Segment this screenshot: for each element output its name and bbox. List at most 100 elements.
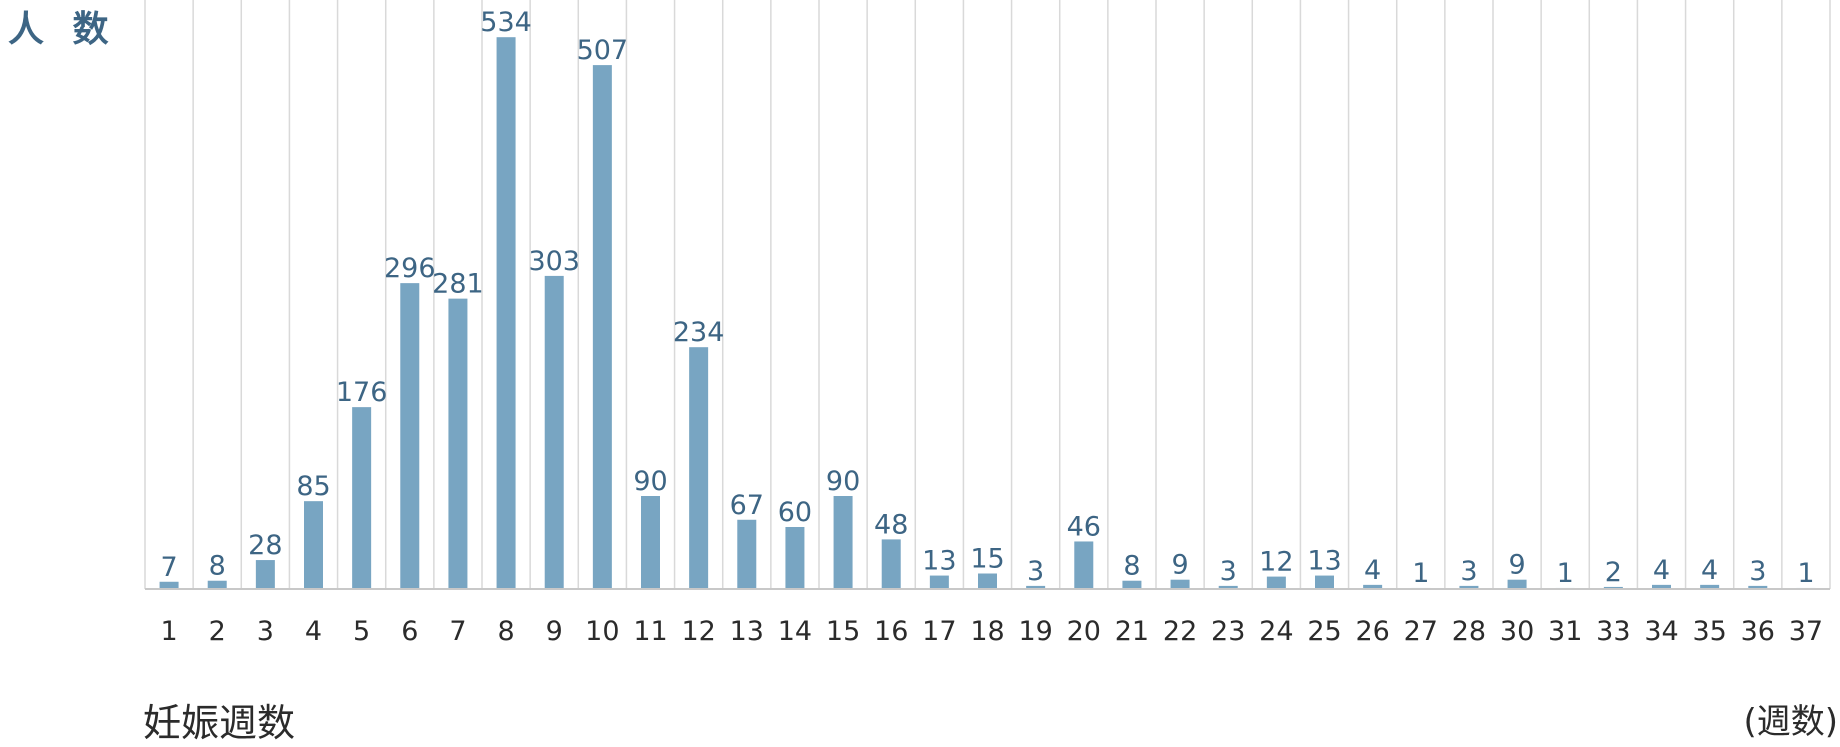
bar-14 [785,527,805,589]
x-axis-unit: (週数) [1743,702,1838,742]
x-tick-28: 28 [1452,616,1486,647]
bar-13 [737,519,757,589]
bar-6 [400,283,420,589]
bar-7 [448,298,468,589]
bar-24 [1266,576,1286,589]
data-label-33: 2 [1605,557,1622,588]
x-tick-4: 4 [305,616,322,647]
x-tick-17: 17 [922,616,956,647]
x-tick-24: 24 [1259,616,1293,647]
x-tick-11: 11 [633,616,667,647]
x-tick-6: 6 [401,616,418,647]
bar-25 [1315,575,1334,589]
data-label-15: 90 [826,466,860,497]
bars [159,37,1816,590]
bar-28 [1459,585,1479,589]
x-tick-1: 1 [160,616,177,647]
x-tick-5: 5 [353,616,370,647]
data-label-21: 8 [1123,551,1140,582]
x-tick-35: 35 [1692,616,1726,647]
bar-34 [1652,584,1671,589]
x-tick-18: 18 [970,616,1004,647]
bar-8 [496,37,516,589]
data-label-18: 15 [970,544,1004,575]
data-label-14: 60 [778,497,812,528]
x-tick-19: 19 [1018,616,1052,647]
x-tick-2: 2 [209,616,226,647]
data-label-34: 4 [1653,555,1670,586]
data-label-11: 90 [633,466,667,497]
x-tick-27: 27 [1404,616,1438,647]
data-label-2: 8 [209,551,226,582]
bar-15 [833,496,853,589]
x-tick-34: 34 [1644,616,1678,647]
bar-21 [1122,580,1142,589]
x-tick-15: 15 [826,616,860,647]
x-tick-23: 23 [1211,616,1245,647]
data-label-31: 1 [1557,558,1574,589]
bar-2 [207,580,227,589]
bar-16 [881,539,901,589]
data-label-25: 13 [1307,546,1341,577]
data-label-24: 12 [1259,547,1293,578]
bar-11 [641,496,660,589]
x-tick-3: 3 [257,616,274,647]
x-axis-label: 妊娠週数 [143,701,296,745]
bar-26 [1363,584,1383,589]
bar-18 [978,573,997,589]
data-label-20: 46 [1067,511,1101,542]
x-tick-26: 26 [1355,616,1389,647]
x-tick-10: 10 [585,616,619,647]
bar-36 [1748,585,1768,589]
data-label-12: 234 [673,317,725,348]
bar-9 [544,275,564,589]
bar-20 [1074,541,1094,589]
x-tick-21: 21 [1115,616,1149,647]
bar-12 [689,347,709,589]
x-tick-14: 14 [778,616,812,647]
x-tick-16: 16 [874,616,908,647]
data-label-5: 176 [336,377,388,408]
data-label-4: 85 [296,471,330,502]
bar-33 [1603,586,1623,589]
bar-35 [1700,584,1720,589]
x-tick-7: 7 [449,616,466,647]
x-tick-22: 22 [1163,616,1197,647]
data-label-30: 9 [1508,550,1525,581]
bar-10 [592,65,612,590]
data-label-9: 303 [528,246,580,277]
bar-17 [929,575,949,589]
y-axis-label: 人 数 [8,9,117,50]
bar-4 [304,501,323,589]
data-label-28: 3 [1460,556,1477,587]
bar-5 [352,407,372,589]
bar-23 [1218,585,1238,589]
data-label-8: 534 [480,7,532,38]
x-tick-31: 31 [1548,616,1582,647]
data-label-19: 3 [1027,556,1044,587]
data-label-22: 9 [1171,550,1188,581]
x-tick-8: 8 [497,616,514,647]
data-label-37: 1 [1797,558,1814,589]
data-label-26: 4 [1364,555,1381,586]
data-label-7: 281 [432,269,484,300]
x-tick-30: 30 [1500,616,1534,647]
data-label-10: 507 [577,35,629,66]
data-label-13: 67 [730,490,764,521]
bar-30 [1507,579,1527,589]
x-tick-33: 33 [1596,616,1630,647]
grid-lines [144,0,1831,589]
data-label-6: 296 [384,253,436,284]
data-label-16: 48 [874,509,908,540]
data-label-23: 3 [1220,556,1237,587]
data-label-17: 13 [922,546,956,577]
x-tick-9: 9 [546,616,563,647]
data-label-27: 1 [1412,558,1429,589]
data-label-1: 7 [160,552,177,583]
x-tick-25: 25 [1307,616,1341,647]
x-tick-36: 36 [1741,616,1775,647]
bar-19 [1026,585,1046,589]
x-tick-20: 20 [1067,616,1101,647]
